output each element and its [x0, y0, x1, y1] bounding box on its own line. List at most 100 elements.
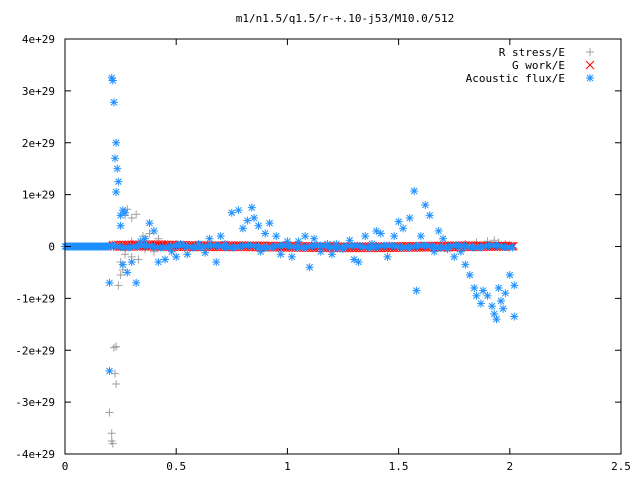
acoustic-flux-point [510, 281, 519, 290]
r-stress-point [134, 255, 143, 264]
acoustic-flux-point [316, 247, 325, 256]
acoustic-flux-point [227, 208, 236, 217]
acoustic-flux-point [499, 304, 508, 313]
acoustic-flux-point [479, 286, 488, 295]
y-tick-label: -4e+29 [15, 448, 55, 461]
acoustic-flux-point [216, 232, 225, 241]
r-stress-point [145, 229, 154, 238]
acoustic-flux-point [108, 76, 117, 85]
y-tick-label: 2e+29 [22, 137, 55, 150]
acoustic-flux-point [425, 211, 434, 220]
acoustic-flux-point [112, 188, 121, 197]
acoustic-flux-point [141, 234, 150, 243]
acoustic-flux-point [112, 138, 121, 147]
acoustic-flux-point [472, 291, 481, 300]
legend-marker [586, 48, 594, 56]
r-stress-point [114, 281, 123, 290]
y-tick-label: 3e+29 [22, 85, 55, 98]
acoustic-flux-point [405, 213, 414, 222]
acoustic-flux-point [261, 229, 270, 238]
acoustic-flux-point [172, 252, 181, 261]
acoustic-flux-point [367, 239, 376, 248]
acoustic-flux-point [283, 237, 292, 246]
acoustic-flux-point [501, 289, 510, 298]
acoustic-flux-point [105, 278, 114, 287]
acoustic-flux-point [194, 239, 203, 248]
plot-marks [61, 73, 519, 448]
acoustic-flux-point [421, 201, 430, 209]
acoustic-flux-point [116, 221, 125, 230]
y-tick-label: 0 [48, 241, 55, 254]
acoustic-flux-point [243, 216, 252, 225]
acoustic-flux-point [376, 229, 385, 238]
acoustic-flux-point [149, 226, 158, 235]
chart-title: m1/n1.5/q1.5/r-+.10-j53/M10.0/512 [236, 12, 455, 25]
acoustic-flux-point [492, 315, 501, 324]
r-stress-point [132, 210, 141, 219]
r-stress-point [112, 379, 121, 388]
acoustic-flux-point [154, 258, 163, 267]
acoustic-flux-point [470, 284, 479, 292]
acoustic-flux-point [361, 232, 370, 241]
acoustic-flux-point [345, 236, 354, 245]
r-stress-point [127, 213, 136, 222]
acoustic-flux-point [212, 258, 221, 267]
acoustic-flux-point [247, 203, 256, 212]
y-tick-label: -3e+29 [15, 396, 55, 409]
acoustic-flux-point [250, 213, 259, 222]
acoustic-flux-point [410, 186, 419, 195]
acoustic-flux-point [510, 312, 519, 321]
acoustic-flux-point [450, 252, 459, 261]
acoustic-flux-point [145, 219, 154, 228]
acoustic-flux-point [205, 234, 214, 243]
acoustic-flux-point [350, 255, 359, 264]
legend-item-r-stress: R stress/E [499, 46, 594, 59]
legend-item-acoustic-flux: Acoustic flux/E [466, 72, 594, 85]
acoustic-flux-point [183, 250, 192, 259]
x-tick-label: 0.5 [166, 460, 186, 473]
acoustic-flux-point [310, 234, 319, 243]
acoustic-flux-point [456, 247, 465, 256]
acoustic-flux-point [256, 247, 265, 256]
acoustic-flux-point [234, 206, 243, 215]
x-tick-label: 1.5 [389, 460, 409, 473]
acoustic-flux-point [483, 291, 492, 300]
acoustic-flux-point [434, 226, 443, 235]
legend-label: G work/E [512, 59, 565, 72]
legend-label: R stress/E [499, 46, 565, 59]
series-acoustic-flux [61, 73, 519, 375]
acoustic-flux-point [439, 234, 448, 243]
legend-item-g-work: G work/E [512, 59, 595, 72]
acoustic-flux-point [416, 232, 425, 241]
acoustic-flux-point [332, 239, 341, 248]
acoustic-flux-point [113, 164, 122, 173]
acoustic-flux-point [508, 243, 517, 252]
r-stress-point [107, 429, 116, 438]
acoustic-flux-point [287, 252, 296, 261]
acoustic-flux-point [430, 247, 439, 256]
r-stress-point [108, 439, 117, 448]
acoustic-flux-point [167, 247, 176, 256]
acoustic-flux-point [121, 208, 130, 217]
acoustic-flux-point [301, 232, 310, 241]
acoustic-flux-point [176, 239, 185, 248]
legend-label: Acoustic flux/E [466, 72, 565, 85]
r-stress-point [105, 408, 114, 417]
acoustic-flux-point [394, 217, 403, 226]
acoustic-flux-point [127, 258, 136, 267]
acoustic-flux-point [339, 245, 347, 254]
acoustic-flux-point [505, 271, 514, 280]
acoustic-flux-point [272, 232, 281, 241]
y-tick-label: -2e+29 [15, 344, 55, 357]
r-stress-point [112, 342, 121, 351]
acoustic-flux-point [399, 224, 408, 233]
acoustic-flux-point [465, 271, 474, 280]
acoustic-flux-point [109, 98, 118, 107]
x-tick-label: 2 [506, 460, 513, 473]
acoustic-flux-point [305, 263, 314, 272]
acoustic-flux-point [476, 299, 485, 308]
acoustic-flux-point [136, 237, 145, 246]
